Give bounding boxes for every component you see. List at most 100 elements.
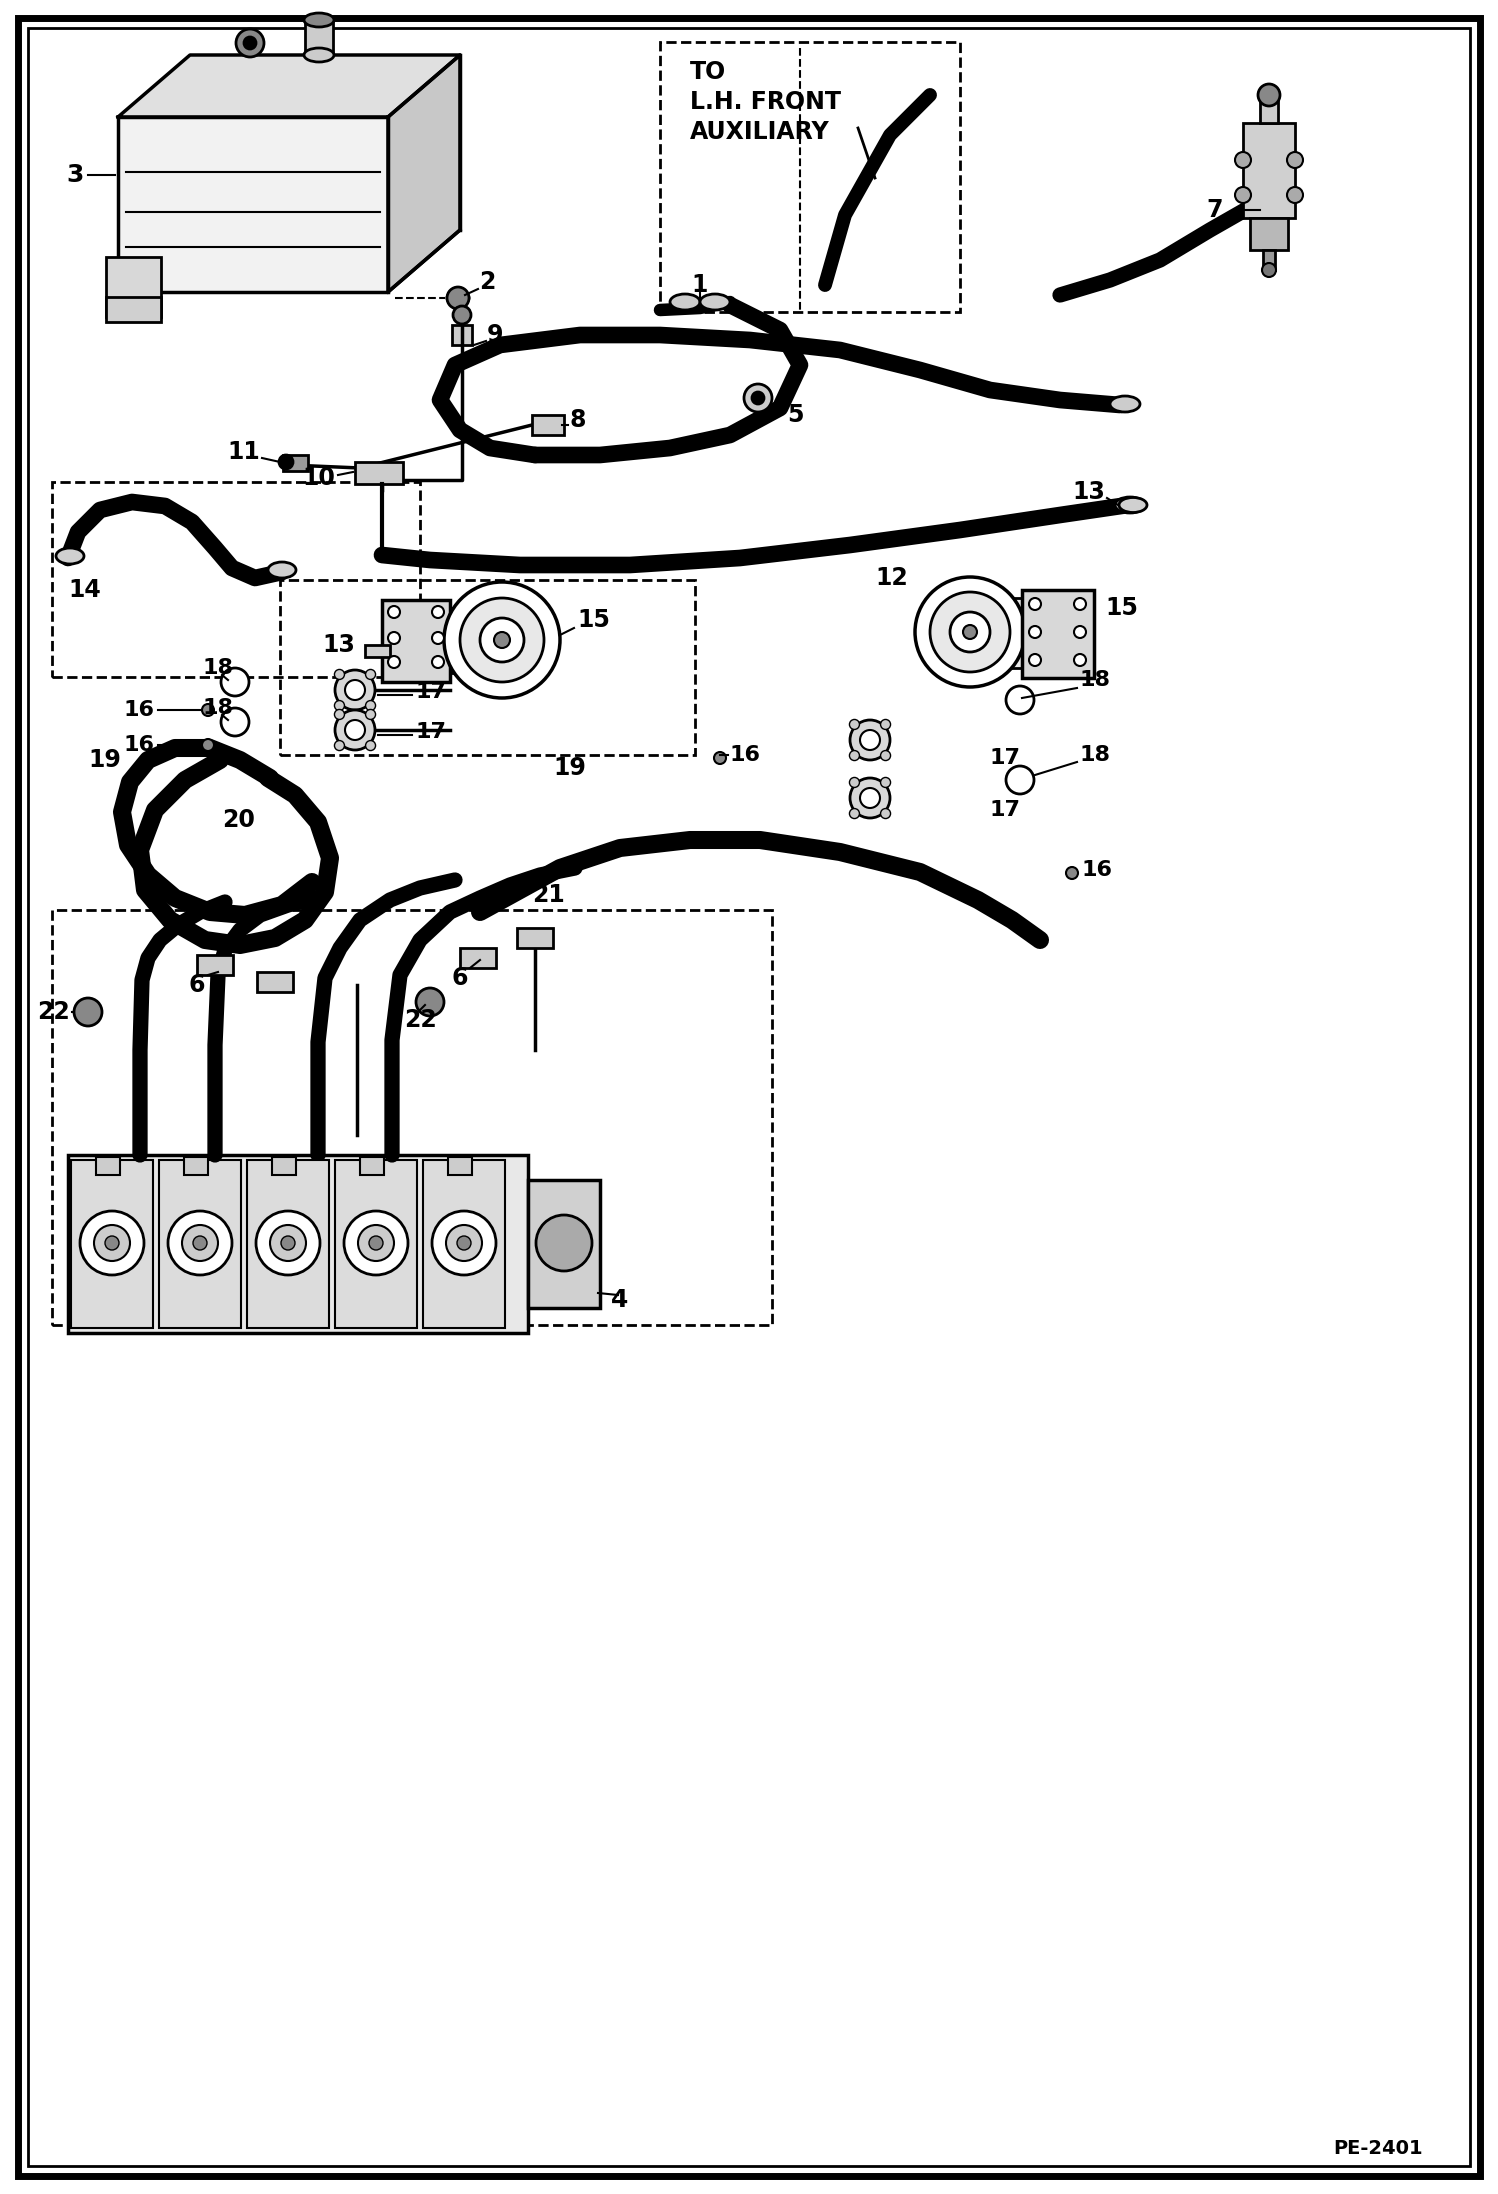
Circle shape	[222, 709, 249, 735]
Text: 18: 18	[1080, 669, 1112, 689]
Circle shape	[345, 1211, 407, 1275]
Circle shape	[715, 753, 727, 764]
Bar	[382, 599, 449, 682]
Circle shape	[73, 998, 102, 1027]
Bar	[283, 454, 309, 472]
Circle shape	[244, 37, 256, 48]
Bar	[280, 579, 695, 755]
Circle shape	[358, 1224, 394, 1262]
Bar	[184, 1156, 208, 1176]
Circle shape	[457, 1235, 470, 1251]
Text: 10: 10	[303, 465, 336, 489]
Circle shape	[460, 599, 544, 682]
Ellipse shape	[446, 292, 469, 305]
Circle shape	[94, 1224, 130, 1262]
Bar	[422, 1161, 505, 1327]
Bar	[96, 1156, 120, 1176]
Circle shape	[336, 711, 374, 750]
Circle shape	[1007, 687, 1034, 713]
Bar	[306, 20, 333, 55]
Text: 16: 16	[1082, 860, 1113, 880]
Bar	[1263, 250, 1275, 270]
Text: 13: 13	[322, 634, 355, 656]
Circle shape	[1258, 83, 1279, 105]
Circle shape	[334, 700, 345, 711]
Ellipse shape	[1119, 498, 1147, 513]
Text: AUXILIARY: AUXILIARY	[691, 121, 830, 145]
Text: L.H. FRONT: L.H. FRONT	[691, 90, 840, 114]
Circle shape	[345, 680, 366, 700]
Bar	[1249, 217, 1288, 250]
Circle shape	[860, 788, 879, 807]
Text: 16: 16	[124, 700, 154, 720]
Circle shape	[881, 750, 890, 761]
Bar	[360, 1156, 383, 1176]
Circle shape	[963, 625, 977, 638]
Text: 19: 19	[88, 748, 121, 772]
Bar	[661, 42, 960, 312]
Ellipse shape	[700, 294, 730, 309]
Ellipse shape	[55, 548, 84, 564]
Circle shape	[256, 1211, 321, 1275]
Circle shape	[366, 700, 376, 711]
Text: 19: 19	[554, 757, 586, 781]
Circle shape	[536, 1215, 592, 1270]
Bar	[70, 1161, 153, 1327]
Circle shape	[950, 612, 990, 652]
Circle shape	[388, 632, 400, 645]
Bar	[159, 1161, 241, 1327]
Circle shape	[446, 1224, 482, 1262]
Circle shape	[1007, 766, 1034, 794]
Circle shape	[334, 709, 345, 720]
Bar	[247, 1161, 330, 1327]
Circle shape	[881, 810, 890, 818]
Text: PE-2401: PE-2401	[1333, 2139, 1423, 2159]
Circle shape	[881, 720, 890, 728]
Bar	[258, 972, 294, 992]
Text: 13: 13	[1073, 480, 1106, 505]
Text: 6: 6	[451, 965, 467, 989]
Circle shape	[452, 305, 470, 325]
Text: 20: 20	[222, 807, 255, 832]
Ellipse shape	[304, 48, 334, 61]
Text: 17: 17	[989, 801, 1020, 821]
Text: 1: 1	[692, 272, 709, 296]
Circle shape	[431, 1211, 496, 1275]
Circle shape	[1029, 654, 1041, 667]
Circle shape	[282, 1235, 295, 1251]
Text: 22: 22	[37, 1000, 70, 1025]
Circle shape	[1074, 599, 1086, 610]
Bar	[355, 463, 403, 485]
Circle shape	[279, 454, 294, 470]
Circle shape	[366, 742, 376, 750]
Bar	[968, 599, 1026, 667]
Bar	[67, 1154, 527, 1334]
Bar	[106, 296, 160, 323]
Text: 4: 4	[611, 1288, 629, 1312]
Circle shape	[431, 656, 443, 667]
Circle shape	[479, 619, 524, 663]
Circle shape	[168, 1211, 232, 1275]
Circle shape	[1234, 151, 1251, 169]
Circle shape	[105, 1235, 118, 1251]
Circle shape	[336, 669, 374, 711]
Circle shape	[930, 592, 1010, 671]
Text: 6: 6	[189, 972, 205, 996]
Circle shape	[849, 720, 890, 759]
Bar	[1243, 123, 1294, 217]
Circle shape	[745, 384, 771, 412]
Circle shape	[345, 720, 366, 739]
Text: 22: 22	[403, 1007, 436, 1031]
Circle shape	[1234, 186, 1251, 204]
Text: TO: TO	[691, 59, 727, 83]
Circle shape	[881, 777, 890, 788]
Circle shape	[222, 667, 249, 695]
Circle shape	[270, 1224, 306, 1262]
Circle shape	[388, 656, 400, 667]
Circle shape	[849, 750, 860, 761]
Bar	[52, 911, 771, 1325]
Ellipse shape	[1110, 395, 1140, 412]
Circle shape	[915, 577, 1025, 687]
Bar	[106, 257, 160, 316]
Circle shape	[1287, 151, 1303, 169]
